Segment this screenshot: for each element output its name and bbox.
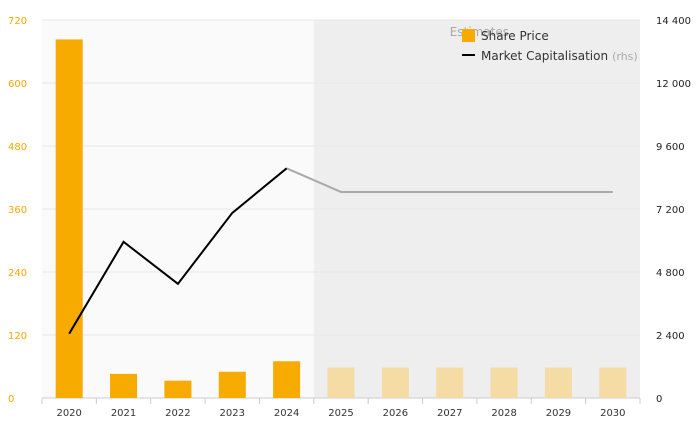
x-tick-label: 2025	[328, 408, 353, 419]
legend-share-price-label: Share Price	[481, 29, 549, 43]
share-price-bars	[55, 39, 627, 399]
right-tick-label: 4 800	[656, 268, 685, 279]
market-cap-line-actual	[68, 167, 288, 335]
x-tick-label: 2030	[600, 408, 625, 419]
left-tick-label: 600	[8, 79, 27, 90]
share-price-bar	[164, 380, 192, 398]
left-tick-label: 720	[8, 16, 27, 27]
legend-market-cap-label: Market Capitalisation	[481, 49, 608, 63]
right-tick-label: 7 200	[656, 205, 685, 216]
right-tick-label: 0	[656, 394, 662, 405]
share-price-bar	[436, 367, 464, 398]
x-tick-label: 2024	[274, 408, 299, 419]
left-tick-label: 480	[8, 142, 27, 153]
grid	[42, 19, 640, 399]
x-tick-label: 2027	[437, 408, 462, 419]
svg-text:Market Capitalisation(rhs): Market Capitalisation (rhs)	[481, 49, 638, 63]
share-price-bar	[55, 39, 83, 399]
legend-market-cap-suffix: (rhs)	[612, 50, 638, 63]
share-price-bar	[273, 361, 301, 398]
share-price-bar	[544, 367, 572, 398]
x-tick-label: 2023	[220, 408, 245, 419]
market-cap-line-estimate	[286, 167, 613, 193]
share-price-bar	[218, 371, 246, 398]
legend-share-price-swatch	[462, 29, 475, 42]
right-tick-label: 2 400	[656, 331, 685, 342]
x-tick-label: 2026	[383, 408, 408, 419]
share-price-bar	[110, 373, 138, 398]
left-axis: 0 120 240 360 480 600 720	[8, 16, 27, 405]
right-tick-label: 14 400	[656, 16, 691, 27]
market-cap-line	[68, 167, 613, 335]
left-tick-label: 360	[8, 205, 27, 216]
right-tick-label: 9 600	[656, 142, 685, 153]
x-tick-label: 2028	[491, 408, 516, 419]
x-axis: 2020 2021 2022 2023 2024 2025 2026 2027 2028 2029…	[41, 398, 641, 419]
left-tick-label: 240	[8, 268, 27, 279]
share-price-bar	[599, 367, 627, 398]
share-price-bar	[490, 367, 518, 398]
x-tick-label: 2021	[111, 408, 136, 419]
x-tick-label: 2029	[546, 408, 571, 419]
right-axis: 0 2 400 4 800 7 200 9 600 12 000 14 400	[656, 16, 691, 405]
x-tick-label: 2022	[165, 408, 190, 419]
legend: Share Price Market Capitalisation (rhs)	[462, 29, 638, 63]
share-price-bar	[381, 367, 409, 398]
left-tick-label: 0	[8, 394, 14, 405]
share-price-bar	[327, 367, 355, 398]
x-tick-label: 2020	[56, 408, 81, 419]
right-tick-label: 12 000	[656, 79, 691, 90]
left-tick-label: 120	[8, 331, 27, 342]
